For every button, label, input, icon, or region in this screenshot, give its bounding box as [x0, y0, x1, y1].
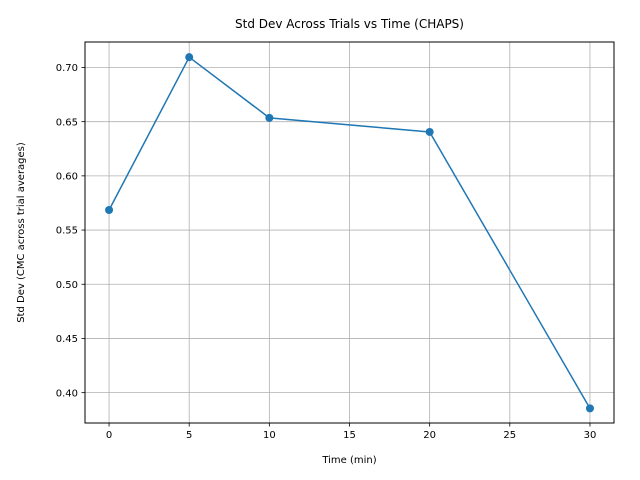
data-point — [185, 53, 194, 62]
data-point — [265, 113, 274, 122]
data-point — [105, 206, 114, 215]
grid-lines — [85, 42, 614, 423]
y-axis-ticks: 0.40 0.45 0.50 0.55 0.60 0.65 0.70 — [56, 63, 85, 399]
x-axis-ticks: 0 5 10 15 20 25 30 — [106, 423, 596, 441]
y-tick-label: 0.70 — [56, 63, 78, 74]
y-tick-label: 0.50 — [56, 280, 78, 291]
y-tick-label: 0.40 — [56, 388, 78, 399]
y-tick-label: 0.45 — [56, 334, 78, 345]
x-tick-label: 20 — [423, 430, 436, 441]
x-tick-label: 15 — [343, 430, 356, 441]
data-point — [585, 404, 594, 413]
chart-title: Std Dev Across Trials vs Time (CHAPS) — [235, 17, 464, 31]
x-tick-label: 5 — [186, 430, 192, 441]
data-series — [105, 53, 594, 413]
y-tick-label: 0.60 — [56, 171, 78, 182]
x-tick-label: 25 — [503, 430, 516, 441]
y-tick-label: 0.55 — [56, 226, 78, 237]
y-tick-label: 0.65 — [56, 117, 78, 128]
x-tick-label: 0 — [106, 430, 112, 441]
x-tick-label: 30 — [584, 430, 597, 441]
data-point — [425, 127, 434, 136]
x-tick-label: 10 — [263, 430, 276, 441]
y-axis-label: Std Dev (CMC across trial averages) — [16, 142, 27, 323]
x-axis-label: Time (min) — [321, 455, 376, 466]
